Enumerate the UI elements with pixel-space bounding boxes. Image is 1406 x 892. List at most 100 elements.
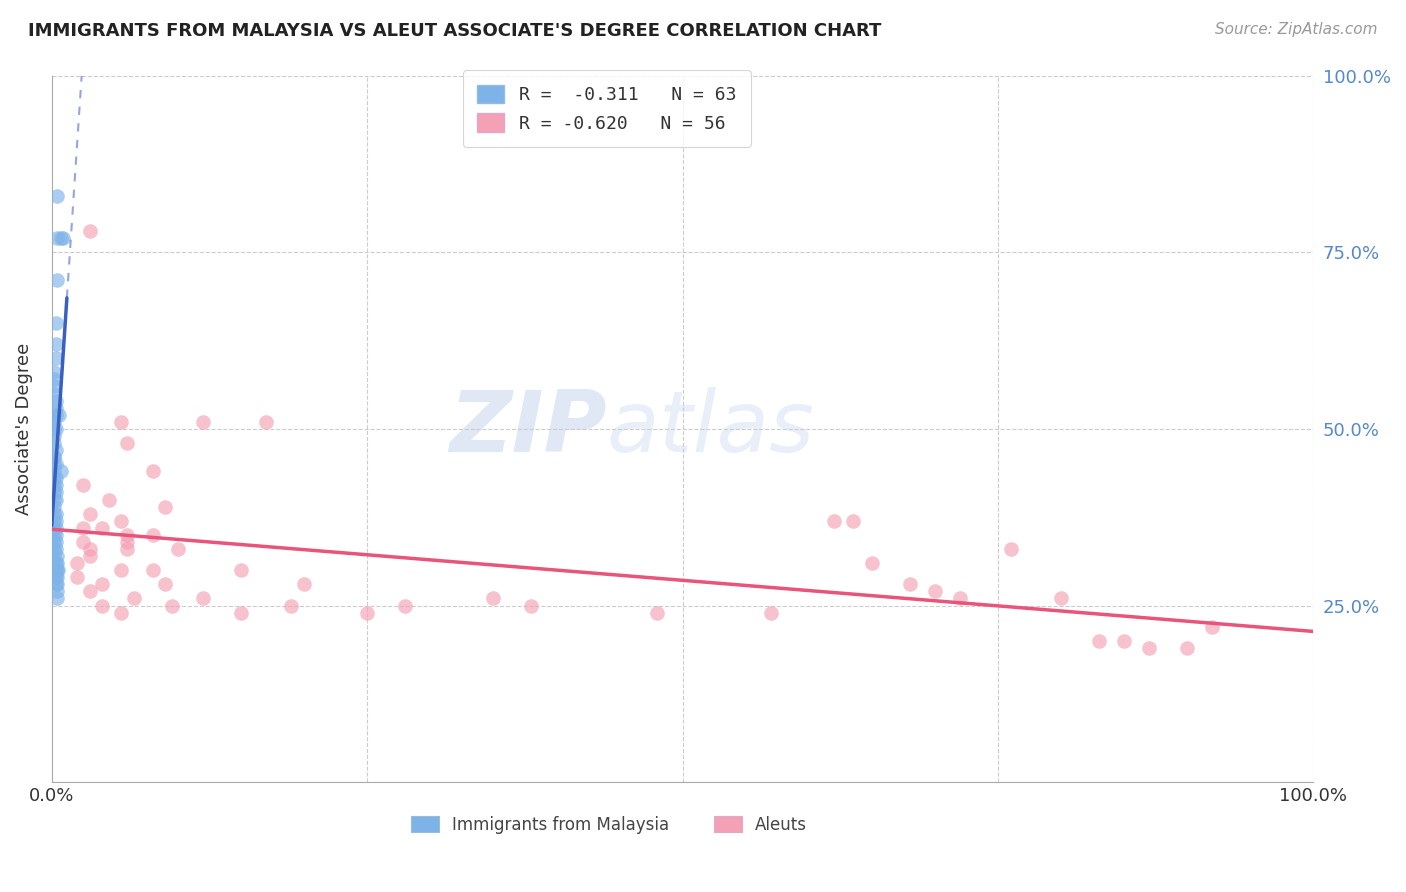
Point xyxy=(79,541,101,556)
Point xyxy=(44,429,66,443)
Point xyxy=(44,500,66,514)
Point xyxy=(44,492,66,507)
Point xyxy=(45,570,67,584)
Text: IMMIGRANTS FROM MALAYSIA VS ALEUT ASSOCIATE'S DEGREE CORRELATION CHART: IMMIGRANTS FROM MALAYSIA VS ALEUT ASSOCI… xyxy=(28,22,882,40)
Point xyxy=(44,556,66,570)
Point xyxy=(44,535,66,549)
Point xyxy=(97,492,120,507)
Point xyxy=(44,521,66,535)
Point xyxy=(167,541,190,556)
Point xyxy=(45,584,67,599)
Point xyxy=(1175,640,1198,655)
Legend: R =  -0.311   N = 63, R = -0.620   N = 56: R = -0.311 N = 63, R = -0.620 N = 56 xyxy=(463,70,751,147)
Point xyxy=(44,478,66,492)
Point xyxy=(48,408,70,422)
Point xyxy=(91,577,114,591)
Point xyxy=(72,521,94,535)
Point xyxy=(44,507,66,521)
Point xyxy=(44,541,66,556)
Point xyxy=(44,401,66,415)
Point xyxy=(1050,591,1073,606)
Point xyxy=(229,563,252,577)
Point xyxy=(759,606,782,620)
Point xyxy=(110,415,132,429)
Point xyxy=(44,450,66,464)
Point xyxy=(254,415,277,429)
Point xyxy=(66,570,89,584)
Point xyxy=(66,556,89,570)
Point xyxy=(117,436,139,450)
Point xyxy=(44,492,66,507)
Bar xyxy=(714,816,742,831)
Point xyxy=(44,450,66,464)
Point xyxy=(45,231,67,245)
Point xyxy=(44,351,66,366)
Point xyxy=(122,591,145,606)
Point xyxy=(842,514,865,528)
Point xyxy=(45,577,67,591)
Point xyxy=(1137,640,1160,655)
Point xyxy=(1088,633,1111,648)
Point xyxy=(44,514,66,528)
Text: ZIP: ZIP xyxy=(449,387,607,470)
Point xyxy=(79,507,101,521)
Point xyxy=(356,606,378,620)
Point xyxy=(191,415,214,429)
Point xyxy=(91,521,114,535)
Point xyxy=(44,408,66,422)
Point xyxy=(280,599,302,613)
Point xyxy=(44,549,66,563)
Point xyxy=(949,591,972,606)
Point xyxy=(160,599,183,613)
Point xyxy=(44,393,66,408)
Point xyxy=(79,549,101,563)
Text: atlas: atlas xyxy=(607,387,815,470)
Point xyxy=(44,415,66,429)
Point xyxy=(44,563,66,577)
Point xyxy=(72,535,94,549)
Point xyxy=(44,535,66,549)
Point xyxy=(44,422,66,436)
Point xyxy=(44,577,66,591)
Point xyxy=(860,556,883,570)
Point xyxy=(394,599,416,613)
Point xyxy=(45,188,67,202)
Point xyxy=(1000,541,1022,556)
Point xyxy=(117,541,139,556)
Point xyxy=(44,316,66,330)
Point xyxy=(44,471,66,485)
Point xyxy=(482,591,505,606)
Point xyxy=(45,591,67,606)
Point xyxy=(44,443,66,458)
Point xyxy=(44,337,66,351)
Point xyxy=(44,457,66,471)
Point xyxy=(44,507,66,521)
Point xyxy=(44,457,66,471)
Point xyxy=(44,528,66,542)
Point xyxy=(44,570,66,584)
Point xyxy=(46,563,69,577)
Point xyxy=(44,422,66,436)
Point xyxy=(52,231,75,245)
Point xyxy=(44,521,66,535)
Point xyxy=(117,535,139,549)
Point xyxy=(45,563,67,577)
Point xyxy=(110,563,132,577)
Point xyxy=(44,386,66,401)
Point xyxy=(91,599,114,613)
Point xyxy=(924,584,946,599)
Point xyxy=(191,591,214,606)
Point xyxy=(49,231,72,245)
Point xyxy=(520,599,543,613)
Point xyxy=(44,478,66,492)
Point xyxy=(45,556,67,570)
Point xyxy=(44,372,66,386)
Point xyxy=(44,365,66,379)
Text: Aleuts: Aleuts xyxy=(755,815,807,834)
Point xyxy=(645,606,668,620)
Point xyxy=(45,549,67,563)
Y-axis label: Associate's Degree: Associate's Degree xyxy=(15,343,32,515)
Point xyxy=(44,379,66,393)
Point xyxy=(292,577,315,591)
Point xyxy=(44,464,66,478)
